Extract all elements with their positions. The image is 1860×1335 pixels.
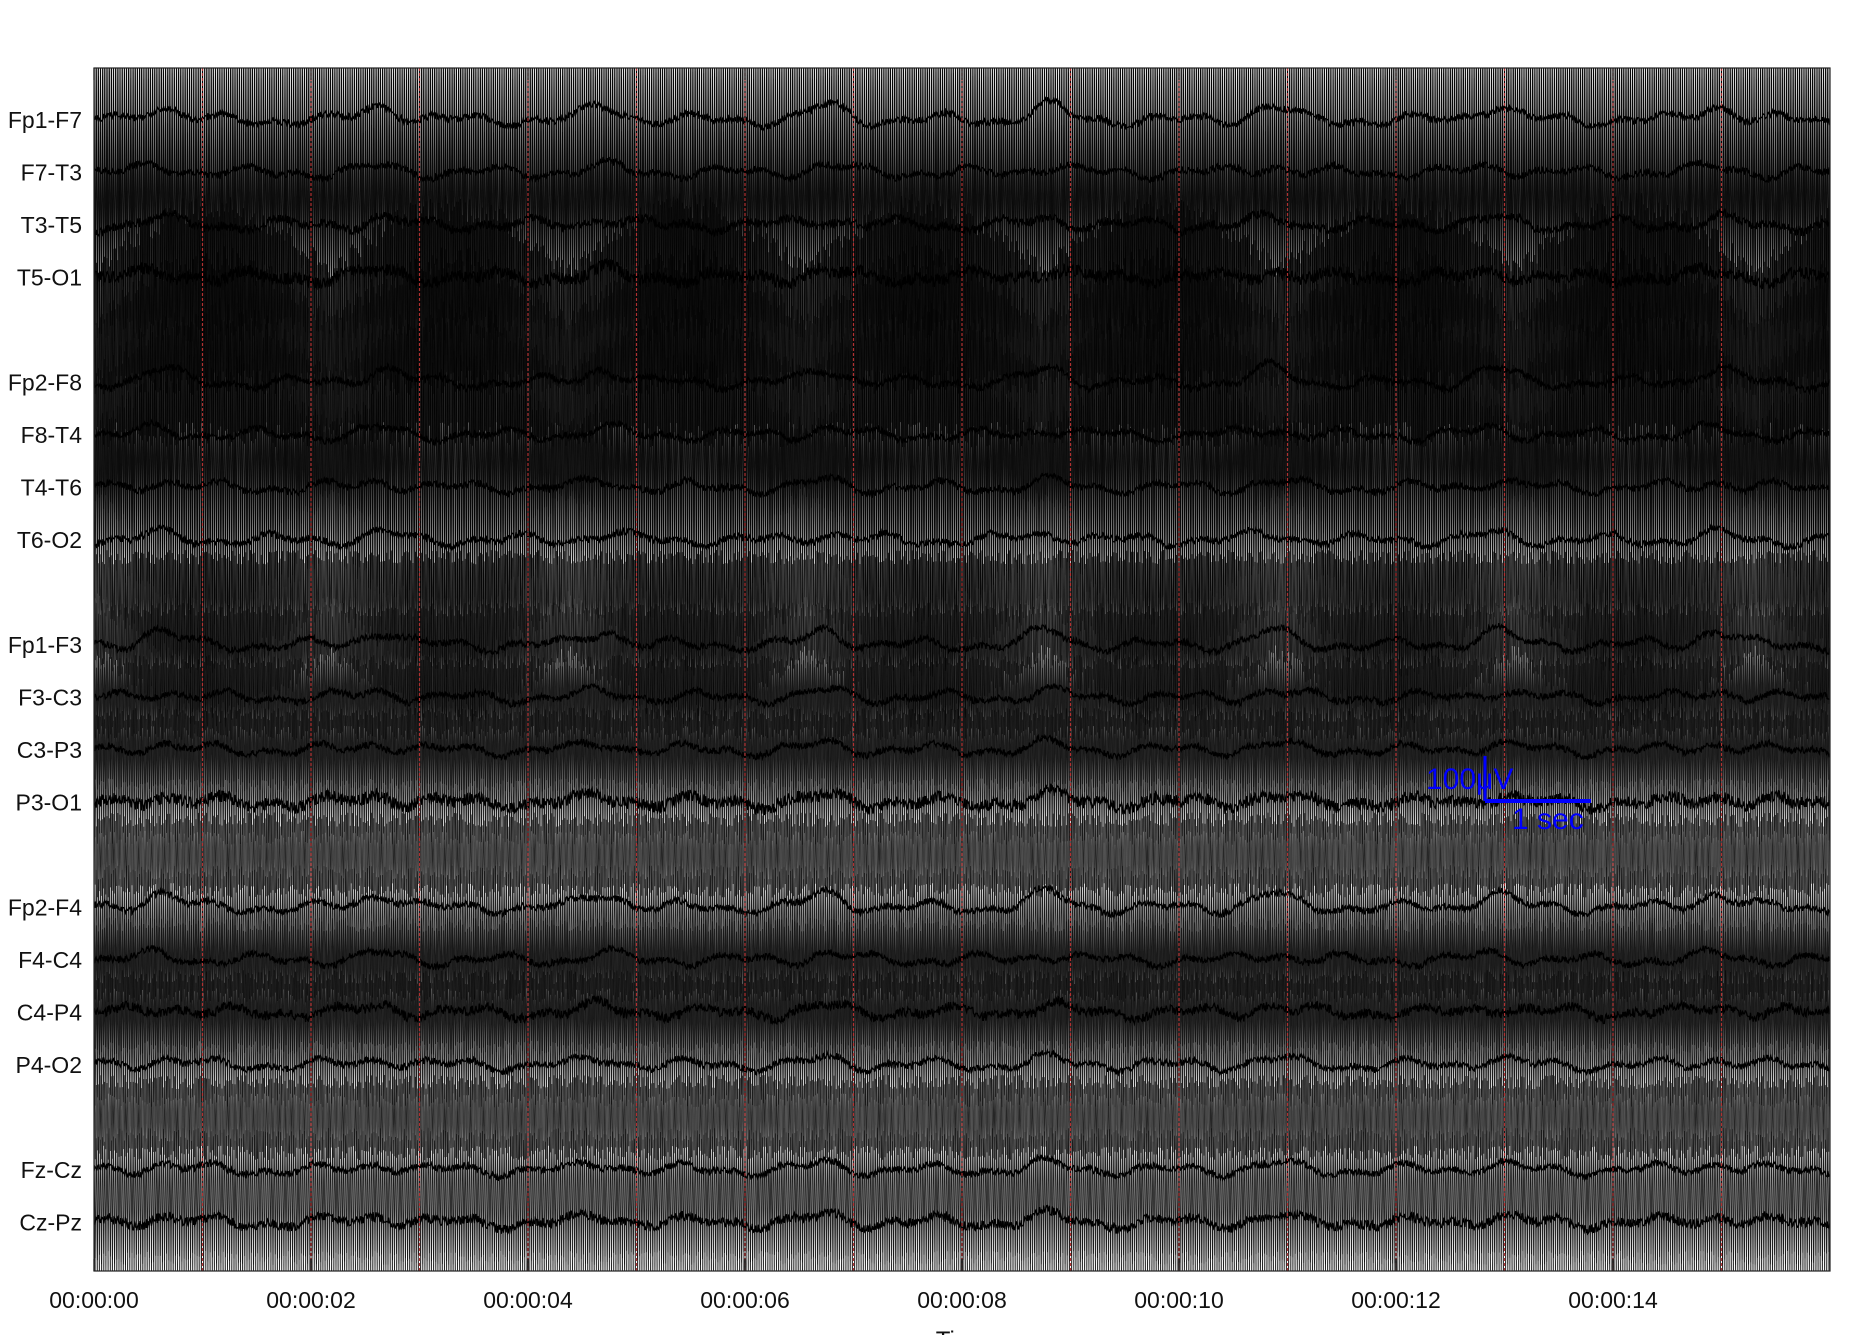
channel-label-c4-p4: C4-P4	[17, 1000, 82, 1026]
trace-f3-c3	[94, 683, 1830, 710]
trace-t3-t5	[94, 208, 1830, 239]
channel-label-t3-t5: T3-T5	[21, 212, 82, 238]
channel-label-fp2-f4: Fp2-F4	[8, 895, 82, 921]
channel-label-cz-pz: Cz-Pz	[19, 1210, 82, 1236]
trace-background-cz-pz	[94, 1127, 1830, 1271]
channel-label-p3-o1: P3-O1	[16, 790, 82, 816]
trace-fz-cz	[94, 1153, 1830, 1182]
channel-label-t4-t6: T4-T6	[21, 475, 82, 501]
x-tick-label: 00:00:04	[483, 1287, 573, 1313]
x-tick-label: 00:00:14	[1568, 1287, 1658, 1313]
x-tick-label: 00:00:10	[1134, 1287, 1224, 1313]
channel-label-c3-p3: C3-P3	[17, 737, 82, 763]
channel-label-p4-o2: P4-O2	[16, 1052, 82, 1078]
channel-label-f7-t3: F7-T3	[21, 160, 82, 186]
channel-label-fp1-f3: Fp1-F3	[8, 632, 82, 658]
channel-label-fp2-f8: Fp2-F8	[8, 370, 82, 396]
channel-label-fp1-f7: Fp1-F7	[8, 107, 82, 133]
trace-fp1-f3	[94, 622, 1830, 657]
channel-label-t6-o2: T6-O2	[17, 527, 82, 553]
x-tick-label: 00:00:06	[700, 1287, 790, 1313]
trace-f4-c4	[94, 944, 1830, 972]
scale-bar: 100μV 1 sec	[1426, 756, 1591, 836]
channel-label-fz-cz: Fz-Cz	[21, 1157, 82, 1183]
trace-background-c3-p3	[94, 655, 1830, 845]
x-axis-title: Time	[936, 1327, 988, 1335]
scale-bar-time-label: 1 sec	[1512, 803, 1584, 836]
trace-background-fp2-f4	[94, 812, 1830, 1003]
trace-background-f3-c3	[94, 602, 1830, 793]
channel-label-f8-t4: F8-T4	[21, 422, 83, 448]
second-markers	[201, 68, 1723, 1271]
trace-fp2-f4	[94, 884, 1830, 920]
channel-label-f4-c4: F4-C4	[18, 947, 82, 973]
x-axis-ticks: 00:00:00 00:00:02 00:00:04 00:00:06 00:00:08…	[49, 68, 1658, 1313]
x-tick-label: 00:00:12	[1351, 1287, 1441, 1313]
x-tick-label: 00:00:02	[266, 1287, 356, 1313]
trace-background-f4-c4	[94, 864, 1830, 1056]
trace-background-p4-o2	[94, 969, 1830, 1161]
channel-labels: Fp1-F7 F7-T3 T3-T5 T5-O1 Fp2-F8 F8-T4 T4-T6 T6-…	[8, 107, 82, 1236]
channel-label-f3-c3: F3-C3	[18, 685, 82, 711]
x-tick-label: 00:00:08	[917, 1287, 1007, 1313]
x-tick-label: 00:00:00	[49, 1287, 139, 1313]
trace-background-fp1-f3	[94, 549, 1830, 741]
channel-label-t5-o1: T5-O1	[17, 265, 82, 291]
trace-background-t6-o2	[94, 350, 1830, 730]
scale-bar-amplitude-label: 100μV	[1426, 763, 1513, 796]
